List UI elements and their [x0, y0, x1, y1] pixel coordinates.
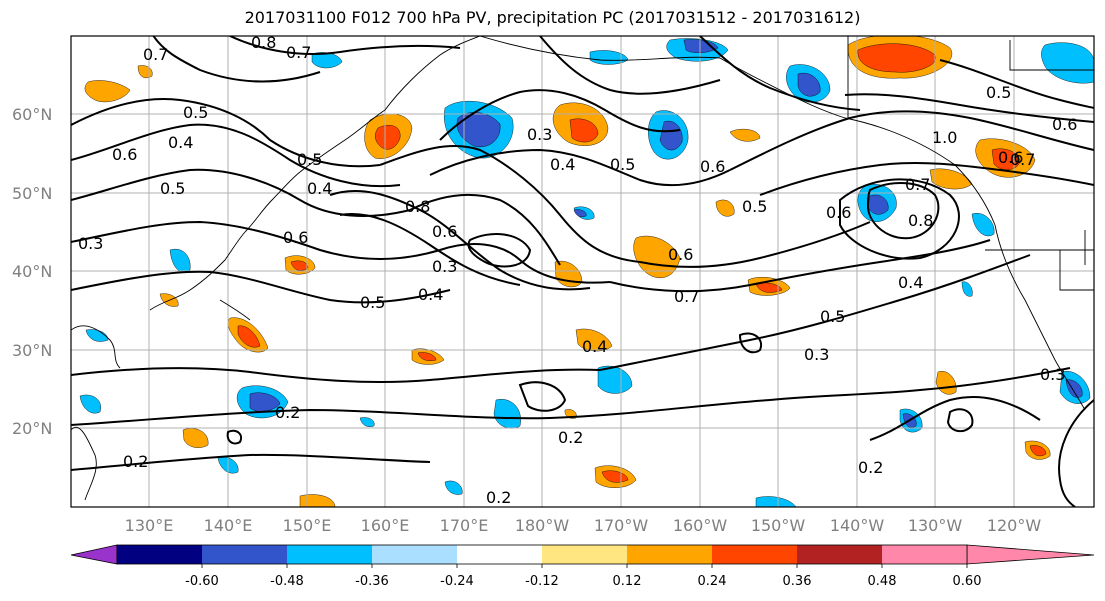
lon-label: 180°W — [515, 516, 570, 535]
colorbar-segment — [202, 545, 287, 564]
contour-label: 0.3 — [804, 345, 829, 364]
contour-label: 0.5 — [160, 179, 185, 198]
contour-label: 0.6 — [1052, 115, 1077, 134]
contour-label: 1.0 — [932, 128, 957, 147]
contour-label: 0.5 — [610, 155, 635, 174]
lon-label: 150°E — [283, 516, 332, 535]
colorbar-segment — [457, 545, 542, 564]
contour-label: 0.5 — [742, 197, 767, 216]
graticule — [71, 36, 1094, 507]
pv-contours — [71, 36, 1094, 507]
contour-label: 0.4 — [168, 133, 193, 152]
lon-label: 120°W — [987, 516, 1042, 535]
lat-label: 50°N — [12, 184, 52, 203]
lon-label: 140°W — [830, 516, 885, 535]
contour-label: 0.3 — [1040, 365, 1065, 384]
contour-label: 0.4 — [898, 273, 923, 292]
colorbar-tick-label: -0.24 — [440, 574, 474, 589]
colorbar-segment — [627, 545, 712, 564]
lon-label: 130°W — [908, 516, 963, 535]
contour-label: 0.7 — [143, 45, 168, 64]
colorbar-segment — [117, 545, 202, 564]
lon-label: 160°E — [361, 516, 410, 535]
contour-labels: 0.8 0.7 0.7 0.6 0.5 0.4 0.5 0.5 0.4 0.3 … — [78, 33, 1077, 507]
contour-label: 0.7 — [905, 175, 930, 194]
contour-label: 0.6 — [998, 148, 1023, 167]
colorbar-segment — [797, 545, 882, 564]
contour-label: 0.6 — [283, 228, 308, 247]
map-title: 2017031100 F012 700 hPa PV, precipitatio… — [244, 8, 861, 27]
contour-label: 0.5 — [297, 150, 322, 169]
contour-label: 0.4 — [550, 155, 575, 174]
contour-label: 0.6 — [826, 203, 851, 222]
colorbar-tick-label: 0.12 — [613, 574, 642, 589]
contour-label: 0.5 — [360, 293, 385, 312]
contour-label: 0.8 — [251, 33, 276, 52]
longitude-axis: 130°E 140°E 150°E 160°E 170°E 180°W 170°… — [125, 516, 1042, 535]
colorbar-tick-label: 0.36 — [783, 574, 812, 589]
colorbar-high-extension — [966, 544, 1095, 565]
contour-label: 0.5 — [986, 83, 1011, 102]
contour-label: 0.7 — [286, 43, 311, 62]
colorbar-ticks — [201, 564, 968, 568]
contour-label: 0.2 — [275, 403, 300, 422]
contour-label: 0.7 — [1010, 150, 1035, 169]
lat-label: 30°N — [12, 341, 52, 360]
contour-label: 0.8 — [405, 197, 430, 216]
lon-label: 170°W — [594, 516, 649, 535]
latitude-axis: 60°N 50°N 40°N 30°N 20°N — [12, 105, 52, 438]
colorbar-tick-label: 0.24 — [698, 574, 727, 589]
contour-label: 0.6 — [432, 222, 457, 241]
colorbar-tick-label: -0.48 — [270, 574, 304, 589]
colorbar-tick-label: -0.36 — [355, 574, 389, 589]
colorbar-tick-label: -0.60 — [185, 574, 219, 589]
lat-label: 40°N — [12, 262, 52, 281]
contour-label: 0.3 — [527, 125, 552, 144]
lat-label: 20°N — [12, 419, 52, 438]
coastlines — [71, 36, 1094, 501]
contour-label: 0.2 — [558, 428, 583, 447]
lat-label: 60°N — [12, 105, 52, 124]
contour-label: 0.3 — [78, 234, 103, 253]
colorbar: -0.60 -0.48 -0.36 -0.24 -0.12 0.12 0.24 … — [70, 544, 1095, 589]
map-frame — [70, 35, 1095, 508]
contour-label: 0.2 — [123, 452, 148, 471]
contour-label: 0.6 — [668, 245, 693, 264]
contour-label: 0.8 — [908, 211, 933, 230]
colorbar-segment — [882, 545, 967, 564]
map-area: 0.8 0.7 0.7 0.6 0.5 0.4 0.5 0.5 0.4 0.3 … — [71, 33, 1094, 507]
contour-label: 0.7 — [674, 287, 699, 306]
colorbar-tick-label: -0.12 — [525, 574, 559, 589]
colorbar-segment — [712, 545, 797, 564]
lon-label: 140°E — [204, 516, 253, 535]
lon-label: 130°E — [125, 516, 174, 535]
contour-label: 0.4 — [418, 285, 443, 304]
colorbar-tick-label: 0.48 — [868, 574, 897, 589]
colorbar-segment — [287, 545, 372, 564]
colorbar-tick-label: 0.60 — [953, 574, 982, 589]
colorbar-low-extension — [70, 544, 118, 565]
contour-label: 0.3 — [432, 257, 457, 276]
lon-label: 150°W — [751, 516, 806, 535]
lon-label: 170°E — [440, 516, 489, 535]
colorbar-segment — [372, 545, 457, 564]
contour-label: 0.5 — [183, 103, 208, 122]
contour-label: 0.5 — [820, 307, 845, 326]
lon-label: 160°W — [673, 516, 728, 535]
contour-label: 0.4 — [582, 337, 607, 356]
colorbar-segment — [542, 545, 627, 564]
contour-label: 0.6 — [112, 145, 137, 164]
contour-label: 0.2 — [858, 458, 883, 477]
contour-label: 0.6 — [700, 157, 725, 176]
contour-label: 0.4 — [307, 179, 332, 198]
contour-label: 0.2 — [486, 488, 511, 507]
